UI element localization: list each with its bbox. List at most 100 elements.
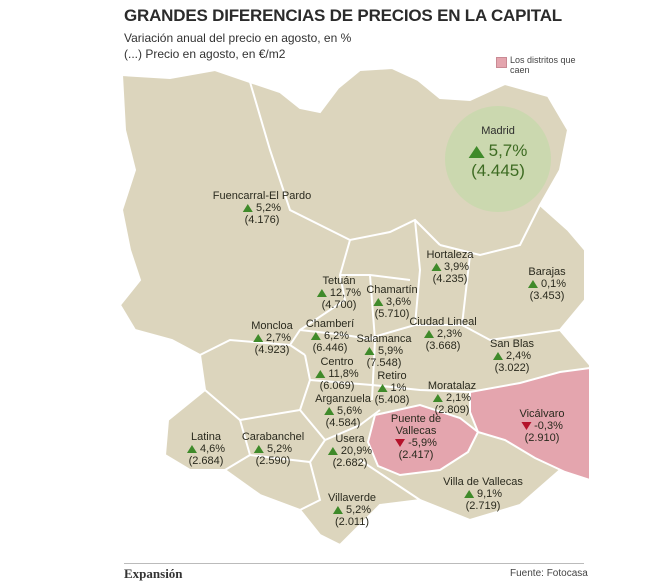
madrid-name: Madrid xyxy=(481,125,515,137)
up-arrow-icon xyxy=(310,332,321,341)
district-price: (2.910) xyxy=(524,432,560,444)
district-change: 11,8% xyxy=(328,368,359,380)
footer-divider xyxy=(124,563,584,564)
district-price: (4.176) xyxy=(244,214,280,226)
district-price: (6.446) xyxy=(312,342,348,354)
district-label-villaverde: Villaverde 5,2% (2.011) xyxy=(328,492,376,528)
district-change: 2,1% xyxy=(445,392,472,404)
district-label-tetuan: Tetuán 12,7% (4.700) xyxy=(316,275,362,311)
district-change: 0,1% xyxy=(540,278,567,290)
district-change: 2,3% xyxy=(436,328,463,340)
madrid-total-label: Madrid 5,7% (4.445) xyxy=(468,125,528,181)
district-change: -0,3% xyxy=(534,420,563,432)
district-price: (4.584) xyxy=(325,417,361,429)
district-price: (4.235) xyxy=(432,273,468,285)
district-name: Tetuán xyxy=(322,275,356,287)
district-change: 5,2% xyxy=(266,443,293,455)
district-puente-vallecas-area xyxy=(366,403,480,477)
district-change: 2,4% xyxy=(505,350,532,362)
district-name: Puente de Vallecas xyxy=(390,413,442,437)
district-name: Hortaleza xyxy=(426,249,474,261)
district-price: (3.453) xyxy=(529,290,565,302)
up-arrow-icon xyxy=(372,298,383,307)
district-price: (3.668) xyxy=(425,340,461,352)
up-arrow-icon xyxy=(315,370,326,379)
district-name: Villa de Vallecas xyxy=(443,476,523,488)
madrid-price: (4.445) xyxy=(471,161,525,180)
district-change: 2,7% xyxy=(265,332,292,344)
district-label-carabanchel: Carabanchel 5,2% (2.590) xyxy=(242,431,304,467)
district-change: 20,9% xyxy=(340,445,373,457)
district-price: (4.700) xyxy=(321,299,357,311)
district-price: (2.011) xyxy=(334,516,370,528)
page-title: GRANDES DIFERENCIAS DE PRECIOS EN LA CAP… xyxy=(124,6,562,25)
district-label-puente-vallecas: Puente de Vallecas -5,9% (2.417) xyxy=(381,413,451,461)
up-arrow-icon xyxy=(253,445,264,454)
district-change: 5,9% xyxy=(377,345,404,357)
district-name: Fuencarral-El Pardo xyxy=(212,190,312,202)
district-label-salamanca: Salamanca 5,9% (7.548) xyxy=(356,333,411,369)
district-name: San Blas xyxy=(489,338,535,350)
up-arrow-icon xyxy=(527,280,538,289)
district-label-ciudad-lineal: Ciudad Lineal 2,3% (3.668) xyxy=(408,316,478,352)
district-label-vicalvaro: Vicálvaro -0,3% (2.910) xyxy=(519,408,564,444)
subtitle-change: Variación anual del precio en agosto, en… xyxy=(124,31,352,45)
district-boundaries xyxy=(199,81,561,511)
district-price: (2.417) xyxy=(398,449,434,461)
district-label-moratalaz: Moratalaz 2,1% (2.809) xyxy=(428,380,476,416)
brand-logo: Expansión xyxy=(124,566,183,581)
district-name: Villaverde xyxy=(327,492,377,504)
up-arrow-icon xyxy=(242,204,253,213)
district-change: 12,7% xyxy=(329,287,362,299)
up-arrow-icon xyxy=(252,334,263,343)
district-price: (2.809) xyxy=(434,404,470,416)
district-label-moncloa: Moncloa 2,7% (4.923) xyxy=(251,320,293,356)
up-arrow-icon xyxy=(430,263,441,272)
district-price: (5.710) xyxy=(374,308,410,320)
district-change: 5,2% xyxy=(345,504,372,516)
district-price: (2.719) xyxy=(465,500,501,512)
source-note: Fuente: Fotocasa xyxy=(510,568,588,579)
down-arrow-icon xyxy=(395,439,406,448)
up-arrow-icon xyxy=(492,352,503,361)
district-name: Retiro xyxy=(377,370,407,382)
district-price: (5.408) xyxy=(374,394,410,406)
up-arrow-icon xyxy=(332,506,343,515)
district-price: (4.923) xyxy=(254,344,290,356)
up-arrow-icon xyxy=(364,347,375,356)
district-name: Centro xyxy=(320,356,354,368)
district-name: Barajas xyxy=(528,266,566,278)
district-change: 5,6% xyxy=(336,405,363,417)
district-change: 6,2% xyxy=(323,330,350,342)
legend-swatch xyxy=(496,57,507,68)
district-change: 9,1% xyxy=(476,488,503,500)
district-price: (6.069) xyxy=(319,380,355,392)
district-label-usera: Usera 20,9% (2.682) xyxy=(327,433,373,469)
district-change: 4,6% xyxy=(199,443,226,455)
district-name: Salamanca xyxy=(356,333,412,345)
district-change: 3,6% xyxy=(385,296,412,308)
district-name: Moratalaz xyxy=(427,380,477,392)
district-price: (2.682) xyxy=(332,457,368,469)
district-label-barajas: Barajas 0,1% (3.453) xyxy=(527,266,567,302)
district-name: Carabanchel xyxy=(241,431,305,443)
district-name: Moncloa xyxy=(251,320,293,332)
district-price: (7.548) xyxy=(366,357,402,369)
district-label-villa-vallecas: Villa de Vallecas 9,1% (2.719) xyxy=(443,476,523,512)
district-label-arganzuela: Arganzuela 5,6% (4.584) xyxy=(315,393,371,429)
up-arrow-icon xyxy=(423,330,434,339)
district-price: (3.022) xyxy=(494,362,530,374)
madrid-change: 5,7% xyxy=(488,141,528,160)
up-arrow-icon xyxy=(377,384,388,393)
legend-label: Los distritos que caen xyxy=(510,55,576,75)
district-label-chamberi: Chamberí 6,2% (6.446) xyxy=(306,318,354,354)
district-label-fuencarral: Fuencarral-El Pardo 5,2% (4.176) xyxy=(213,190,311,226)
up-arrow-icon xyxy=(186,445,197,454)
up-arrow-icon xyxy=(463,490,474,499)
district-label-san-blas: San Blas 2,4% (3.022) xyxy=(490,338,534,374)
subtitle-price: (...) Precio en agosto, en €/m2 xyxy=(124,47,286,61)
up-arrow-icon xyxy=(468,145,485,158)
district-change: 3,9% xyxy=(443,261,470,273)
district-price: (2.590) xyxy=(255,455,291,467)
